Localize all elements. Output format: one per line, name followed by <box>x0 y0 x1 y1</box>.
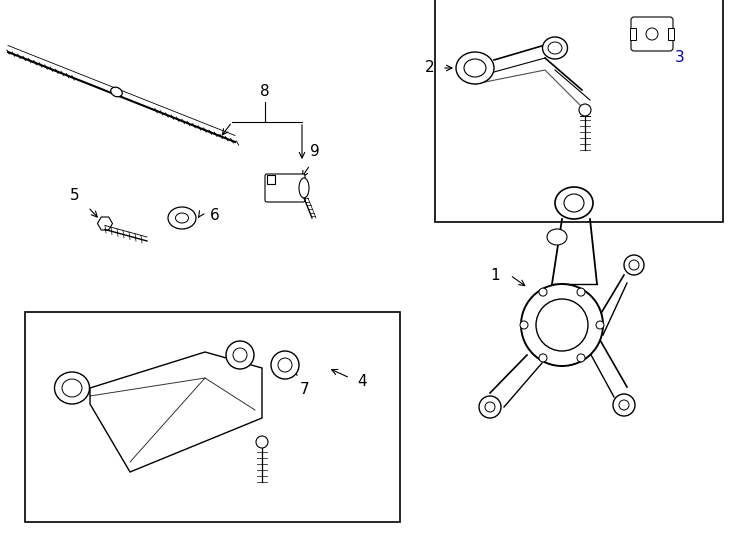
Text: 9: 9 <box>310 145 320 159</box>
Ellipse shape <box>577 288 585 296</box>
Ellipse shape <box>629 260 639 270</box>
Ellipse shape <box>479 396 501 418</box>
Ellipse shape <box>613 394 635 416</box>
Ellipse shape <box>521 284 603 366</box>
Ellipse shape <box>62 379 82 397</box>
Ellipse shape <box>271 351 299 379</box>
Ellipse shape <box>555 187 593 219</box>
Ellipse shape <box>111 87 123 97</box>
Text: 3: 3 <box>675 51 685 65</box>
Ellipse shape <box>619 400 629 410</box>
Ellipse shape <box>542 37 567 59</box>
Ellipse shape <box>547 229 567 245</box>
Ellipse shape <box>577 354 585 362</box>
FancyBboxPatch shape <box>265 174 305 202</box>
Ellipse shape <box>539 288 547 296</box>
Text: 8: 8 <box>260 84 270 99</box>
Ellipse shape <box>464 59 486 77</box>
Ellipse shape <box>596 321 604 329</box>
Text: 1: 1 <box>490 267 500 282</box>
Ellipse shape <box>54 372 90 404</box>
Ellipse shape <box>168 207 196 229</box>
Bar <box>25 312 400 522</box>
Ellipse shape <box>278 358 292 372</box>
Ellipse shape <box>548 42 562 54</box>
Ellipse shape <box>646 28 658 40</box>
Bar <box>435 0 723 222</box>
FancyBboxPatch shape <box>631 17 673 51</box>
Ellipse shape <box>564 194 584 212</box>
Ellipse shape <box>536 299 588 351</box>
Ellipse shape <box>539 354 547 362</box>
Text: 6: 6 <box>210 207 220 222</box>
Ellipse shape <box>233 348 247 362</box>
Ellipse shape <box>256 436 268 448</box>
Bar <box>267 175 275 184</box>
Text: 2: 2 <box>425 60 435 76</box>
Text: 4: 4 <box>357 375 367 389</box>
Ellipse shape <box>485 402 495 412</box>
Ellipse shape <box>624 255 644 275</box>
Ellipse shape <box>226 341 254 369</box>
Ellipse shape <box>175 213 189 223</box>
Polygon shape <box>90 352 262 472</box>
Ellipse shape <box>520 321 528 329</box>
Bar <box>668 28 674 40</box>
Ellipse shape <box>299 178 309 198</box>
Ellipse shape <box>456 52 494 84</box>
Text: 7: 7 <box>300 382 310 397</box>
Bar <box>630 28 636 40</box>
Text: 5: 5 <box>70 187 80 202</box>
Ellipse shape <box>579 104 591 116</box>
